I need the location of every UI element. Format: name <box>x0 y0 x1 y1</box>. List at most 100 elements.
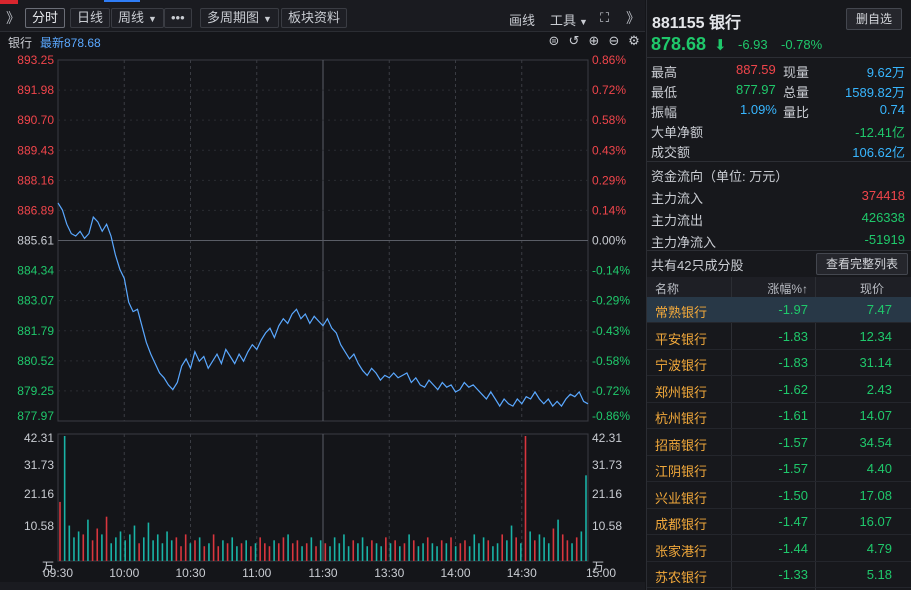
list-item[interactable]: 郑州银行 -1.62 2.43 <box>647 377 911 403</box>
y-tick-pct: -0.58% <box>592 354 630 368</box>
col-name[interactable]: 名称 <box>655 282 680 296</box>
price-change: -6.93 <box>738 37 768 52</box>
price-change-pct: -0.78% <box>781 37 823 52</box>
y-tick-label: 889.43 <box>17 143 54 157</box>
stock-name: 郑州银行 <box>655 384 708 400</box>
multi-period-button[interactable]: 多周期图 ▼ <box>200 8 279 28</box>
stock-price: 31.14 <box>859 355 892 370</box>
app-marker <box>0 0 18 4</box>
volume-tick-label: 10.58 <box>24 519 54 533</box>
big-order-net-label: 大单净额 <box>651 125 704 140</box>
y-tick-pct: 0.58% <box>592 113 626 127</box>
cur-vol-label: 现量 <box>783 65 810 80</box>
list-item[interactable]: 杭州银行 -1.61 14.07 <box>647 403 911 429</box>
list-item[interactable]: 宁波银行 -1.83 31.14 <box>647 350 911 376</box>
volume-axis-right: 42.31 31.73 21.16 10.58 万 <box>592 431 622 574</box>
net-inflow-value: -51919 <box>864 232 905 247</box>
big-order-net-value: -12.41亿 <box>855 125 905 140</box>
list-item[interactable]: 常熟银行 -1.97 7.47 <box>647 297 911 323</box>
y-tick-pct: 0.14% <box>592 203 626 217</box>
list-item[interactable]: 张家港行 -1.44 4.79 <box>647 536 911 562</box>
volume-tick-label: 万 <box>42 560 54 574</box>
more-button[interactable]: ••• <box>164 8 192 28</box>
stock-change-pct: -1.44 <box>778 540 808 556</box>
stock-change-pct: -1.57 <box>778 461 808 476</box>
tab-weekly-label: 周线 <box>118 10 145 25</box>
y-tick-pct: -0.72% <box>592 384 630 398</box>
index-code-name: 881155 银行 <box>652 15 741 32</box>
y-tick-label: 881.79 <box>17 324 54 338</box>
y-tick-pct: 0.29% <box>592 173 626 187</box>
stock-change-pct: -1.61 <box>778 408 808 423</box>
col-price[interactable]: 现价 <box>859 282 884 296</box>
vol-ratio-label: 量比 <box>783 105 810 120</box>
y-tick-label: 884.34 <box>17 264 54 278</box>
amplitude-label: 振幅 <box>651 105 678 120</box>
y-tick-label: 885.61 <box>17 234 54 248</box>
low-label: 最低 <box>651 85 678 100</box>
tab-intraday[interactable]: 分时 <box>25 8 66 28</box>
active-tab-indicator <box>104 0 140 2</box>
volume-tick-label: 42.31 <box>24 431 54 445</box>
stock-change-pct: -1.50 <box>778 487 808 503</box>
list-item[interactable]: 成都银行 -1.47 16.07 <box>647 509 911 535</box>
y-tick-pct: 0.86% <box>592 53 626 67</box>
quote-panel: 881155 银行 删自选 878.68 ⬇ -6.93 -0.78% 最高 8… <box>646 0 911 590</box>
turnover-value: 106.62亿 <box>852 145 905 160</box>
stock-change-pct: -1.62 <box>778 381 808 397</box>
remove-favorite-button[interactable]: 删自选 <box>846 8 902 30</box>
full-list-button[interactable]: 查看完整列表 <box>816 253 908 275</box>
copy-icon[interactable]: ⊜ <box>548 33 560 48</box>
stock-price: 4.40 <box>866 461 892 476</box>
list-item[interactable]: 江阴银行 -1.57 4.40 <box>647 456 911 482</box>
tab-weekly[interactable]: 周线 ▼ <box>111 8 164 28</box>
collapse-right-icon[interactable]: 》 <box>626 10 640 26</box>
stock-price: 14.07 <box>859 408 892 423</box>
stock-name: 兴业银行 <box>655 490 708 506</box>
y-tick-pct: 0.00% <box>592 234 626 248</box>
tools-button[interactable]: 工具 ▼ <box>550 10 588 29</box>
inflow-value: 374418 <box>861 188 905 203</box>
turnover-label: 成交额 <box>651 145 691 160</box>
stock-name: 平安银行 <box>655 331 708 347</box>
gear-icon[interactable]: ⚙ <box>628 33 640 48</box>
y-tick-pct: 0.72% <box>592 83 626 97</box>
time-tick-label: 13:30 <box>374 566 404 580</box>
y-tick-pct: 0.43% <box>592 143 626 157</box>
constituent-count: 共有42只成分股 <box>651 258 744 273</box>
list-item[interactable]: 苏农银行 -1.33 5.18 <box>647 562 911 588</box>
expand-left-icon[interactable]: 》 <box>6 10 20 26</box>
chart-grid <box>57 59 589 562</box>
fullscreen-icon[interactable]: ⛶ <box>600 10 610 25</box>
outflow-label: 主力流出 <box>651 213 704 228</box>
price-line <box>57 202 589 408</box>
column-divider <box>731 277 732 590</box>
time-tick-label: 11:00 <box>242 566 271 580</box>
list-item[interactable]: 平安银行 -1.83 12.34 <box>647 324 911 350</box>
y-tick-label: 890.70 <box>17 113 54 127</box>
divider <box>647 250 911 251</box>
col-pct[interactable]: 涨幅%↑ <box>767 282 808 296</box>
zoom-in-icon[interactable]: ⊕ <box>588 33 600 48</box>
indicator-tabs[interactable] <box>0 582 645 590</box>
volume-tick-label: 31.73 <box>592 458 622 472</box>
y-tick-label: 891.98 <box>17 83 54 97</box>
y-tick-label: 879.25 <box>17 384 54 398</box>
sector-info-button[interactable]: 板块资料 <box>281 8 348 28</box>
stock-change-pct: -1.97 <box>778 302 808 317</box>
divider <box>647 161 911 162</box>
stock-name: 常熟银行 <box>655 305 708 320</box>
tab-daily[interactable]: 日线 <box>70 8 111 28</box>
list-item[interactable]: 招商银行 -1.57 34.54 <box>647 430 911 456</box>
stock-price: 5.18 <box>866 567 892 582</box>
intraday-chart[interactable]: 893.25 891.98 890.70 889.43 888.16 886.89 885.… <box>0 52 645 582</box>
zoom-out-icon[interactable]: ⊖ <box>608 33 620 48</box>
undo-icon[interactable]: ↺ <box>568 33 580 48</box>
divider <box>647 57 911 58</box>
list-item[interactable]: 兴业银行 -1.50 17.08 <box>647 483 911 509</box>
low-value: 877.97 <box>736 82 776 97</box>
draw-line-button[interactable]: 画线 <box>509 13 536 28</box>
y-tick-label: 883.07 <box>17 294 54 308</box>
total-vol-label: 总量 <box>783 85 810 100</box>
y-tick-label: 877.97 <box>17 409 54 423</box>
